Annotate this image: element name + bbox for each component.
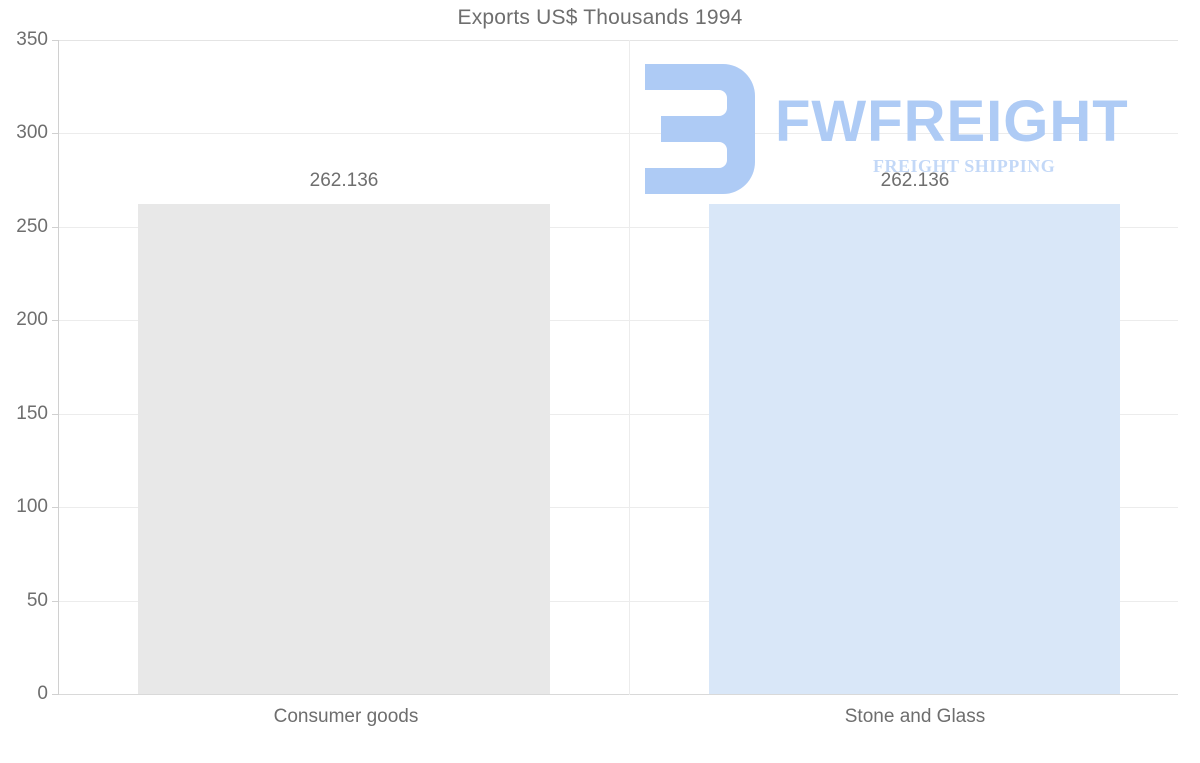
plot-area bbox=[58, 40, 1178, 695]
bar-consumer-goods[interactable] bbox=[138, 204, 550, 694]
gridline bbox=[58, 226, 1178, 228]
y-axis-tick-label: 350 bbox=[16, 29, 48, 50]
bar-stone-and-glass[interactable] bbox=[709, 204, 1120, 694]
y-axis-tick-label: 150 bbox=[16, 402, 48, 424]
y-axis-line bbox=[58, 40, 59, 695]
gridline bbox=[58, 133, 1178, 135]
y-axis-tick bbox=[52, 226, 59, 228]
y-axis-tick-label: 300 bbox=[16, 122, 48, 144]
gridline bbox=[58, 600, 1178, 602]
gridline bbox=[58, 40, 1178, 41]
y-axis-tick-label: 0 bbox=[37, 683, 48, 704]
bar-value-label-stone-and-glass: 262.136 bbox=[880, 170, 950, 191]
y-axis-tick bbox=[52, 413, 59, 415]
y-axis-tick-label: 200 bbox=[16, 309, 48, 331]
chart-title: Exports US$ Thousands 1994 bbox=[457, 6, 743, 29]
x-axis-label-consumer-goods: Consumer goods bbox=[273, 706, 419, 727]
y-axis-tick bbox=[52, 694, 59, 695]
y-axis-tick-label: 100 bbox=[16, 496, 48, 518]
gridline bbox=[58, 320, 1178, 322]
bar-value-label-consumer-goods: 262.136 bbox=[309, 170, 379, 191]
gridline bbox=[58, 507, 1178, 509]
x-axis-label-stone-and-glass: Stone and Glass bbox=[844, 706, 986, 727]
y-axis-tick bbox=[52, 600, 59, 602]
y-axis-tick bbox=[52, 40, 59, 41]
y-axis-tick bbox=[52, 320, 59, 322]
gridline bbox=[58, 694, 1178, 695]
y-axis-tick-label: 250 bbox=[16, 215, 48, 237]
vertical-gridline bbox=[629, 40, 630, 695]
y-axis-tick-label: 50 bbox=[26, 589, 48, 611]
y-axis-tick bbox=[52, 133, 59, 135]
gridline bbox=[58, 413, 1178, 415]
y-axis-tick bbox=[52, 507, 59, 509]
